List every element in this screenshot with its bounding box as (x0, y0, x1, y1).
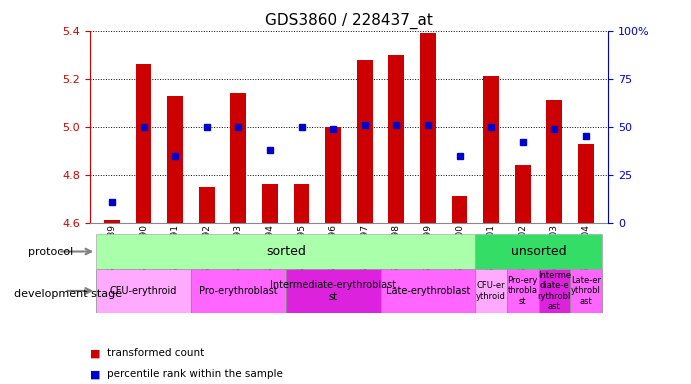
FancyBboxPatch shape (96, 269, 191, 313)
Text: CFU-erythroid: CFU-erythroid (110, 286, 177, 296)
Text: CFU-er
ythroid: CFU-er ythroid (476, 281, 506, 301)
Text: Late-erythroblast: Late-erythroblast (386, 286, 470, 296)
Bar (483, 76, 499, 223)
Text: development stage: development stage (14, 289, 122, 299)
FancyBboxPatch shape (538, 269, 570, 313)
FancyBboxPatch shape (475, 234, 602, 269)
Text: transformed count: transformed count (107, 348, 205, 358)
Bar (294, 184, 310, 223)
Bar (104, 220, 120, 223)
Text: Pro-erythroblast: Pro-erythroblast (199, 286, 278, 296)
Text: unsorted: unsorted (511, 245, 567, 258)
Bar (135, 65, 151, 223)
Bar (357, 60, 372, 223)
FancyBboxPatch shape (286, 269, 381, 313)
Bar (515, 165, 531, 223)
FancyBboxPatch shape (191, 269, 286, 313)
FancyBboxPatch shape (96, 234, 475, 269)
Text: Interme
diate-e
rythrobl
ast: Interme diate-e rythrobl ast (538, 271, 571, 311)
Text: percentile rank within the sample: percentile rank within the sample (107, 369, 283, 379)
Bar (325, 127, 341, 223)
Text: protocol: protocol (28, 247, 73, 257)
Text: ■: ■ (90, 369, 100, 379)
Text: Pro-ery
throbla
st: Pro-ery throbla st (508, 276, 538, 306)
Bar (420, 33, 436, 223)
FancyBboxPatch shape (507, 269, 538, 313)
FancyBboxPatch shape (570, 269, 602, 313)
Bar (547, 100, 562, 223)
Bar (199, 187, 215, 223)
Bar (167, 96, 183, 223)
Title: GDS3860 / 228437_at: GDS3860 / 228437_at (265, 13, 433, 29)
Bar (578, 144, 594, 223)
Bar (452, 196, 467, 223)
Bar (388, 55, 404, 223)
Text: sorted: sorted (266, 245, 305, 258)
Text: ■: ■ (90, 348, 100, 358)
FancyBboxPatch shape (475, 269, 507, 313)
FancyBboxPatch shape (381, 269, 475, 313)
Bar (262, 184, 278, 223)
Bar (231, 93, 246, 223)
Text: Intermediate-erythroblast
st: Intermediate-erythroblast st (270, 280, 396, 302)
Text: Late-er
ythrobl
ast: Late-er ythrobl ast (571, 276, 601, 306)
